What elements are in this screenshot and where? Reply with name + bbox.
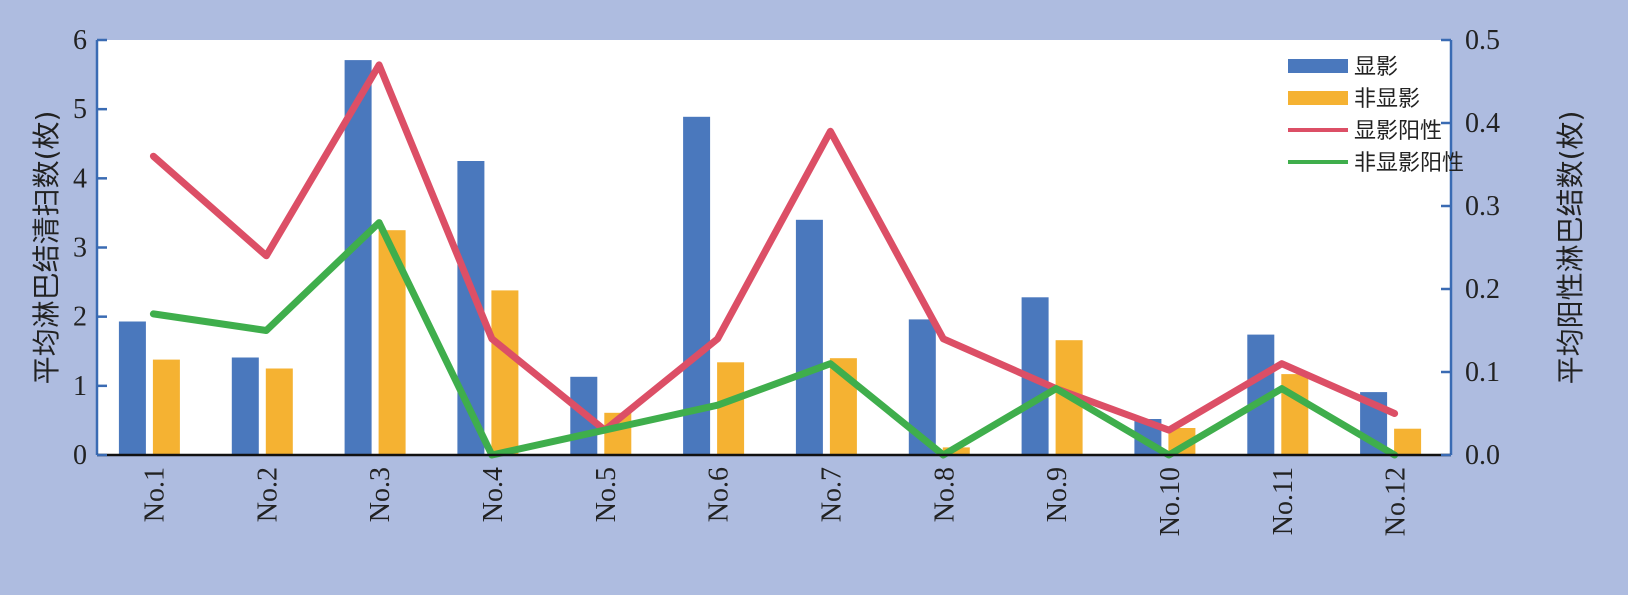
x-tick-label-No.8: No.8 (929, 467, 960, 522)
x-tick-label-No.11: No.11 (1268, 467, 1299, 535)
bar-1-No.11 (1281, 374, 1309, 455)
line-point-1-No.1 (152, 313, 154, 315)
bar-0-No.7 (795, 219, 823, 455)
bar-1-No.1 (152, 359, 180, 455)
line-point-1-No.6 (717, 404, 719, 406)
legend-label-1: 非显影 (1354, 87, 1420, 112)
bar-0-No.2 (231, 357, 259, 455)
left-tick-label: 4 (73, 163, 87, 194)
legend-swatch-0 (1288, 59, 1348, 73)
left-tick-label: 3 (73, 233, 87, 264)
left-tick-label: 1 (73, 371, 87, 402)
left-tick-label: 0 (73, 440, 87, 471)
legend-label-3: 非显影阳性 (1354, 151, 1464, 176)
x-tick-label-No.5: No.5 (591, 467, 622, 522)
right-tick-label: 0.3 (1465, 191, 1500, 222)
right-tick-label: 0.1 (1465, 357, 1500, 388)
x-tick-label-No.1: No.1 (139, 467, 170, 522)
x-tick-label-No.2: No.2 (252, 467, 283, 522)
legend-label-0: 显影 (1354, 55, 1398, 80)
line-point-1-No.11 (1281, 388, 1283, 390)
line-point-0-No.12 (1394, 413, 1396, 414)
x-tick-label-No.10: No.10 (1155, 467, 1186, 536)
left-tick-label: 2 (73, 302, 87, 333)
legend-swatch-1 (1288, 91, 1348, 105)
bar-1-No.4 (491, 290, 519, 455)
y-axis-title-left: 平均淋巴结清扫数(枚) (30, 111, 63, 385)
right-tick-label: 0.5 (1465, 25, 1500, 56)
line-point-0-No.11 (1281, 363, 1283, 365)
line-point-0-No.2 (265, 255, 267, 257)
x-tick-label-No.9: No.9 (1042, 467, 1073, 522)
line-point-1-No.2 (265, 330, 267, 331)
right-tick-label: 0.0 (1465, 440, 1500, 471)
line-point-1-No.9 (1055, 388, 1057, 390)
left-tick-label: 5 (73, 94, 87, 125)
line-point-0-No.1 (152, 155, 154, 157)
line-point-0-No.10 (1168, 429, 1170, 431)
x-tick-label-No.7: No.7 (816, 467, 847, 522)
line-series-0 (149, 61, 1399, 434)
axes-layer: 0 1 2 3 4 5 6 0.0 0.1 0.2 0.3 0.4 0.5 No.1 No.2 No.3 No.… (30, 25, 1587, 536)
bar-0-No.3 (344, 60, 372, 455)
x-tick-label-No.3: No.3 (365, 467, 396, 522)
line-point-0-No.7 (829, 130, 831, 132)
line-point-0-No.8 (942, 338, 944, 340)
x-tick-label-No.6: No.6 (704, 467, 735, 522)
line-layer (149, 61, 1399, 459)
line-point-0-No.6 (717, 338, 719, 340)
x-tick-label-No.4: No.4 (478, 467, 509, 522)
bar-0-No.1 (118, 321, 146, 455)
line-point-0-No.4 (491, 338, 493, 340)
legend-label-2: 显影阳性 (1354, 119, 1442, 144)
line-point-1-No.3 (378, 222, 380, 224)
line-point-0-No.3 (378, 64, 380, 66)
y-axis-title-right: 平均阳性淋巴结数(枚) (1554, 111, 1587, 385)
x-tick-label-No.12: No.12 (1381, 467, 1412, 536)
line-series-1 (149, 219, 1399, 459)
right-tick-label: 0.4 (1465, 108, 1500, 139)
line-point-1-No.5 (604, 429, 606, 431)
bar-1-No.12 (1394, 428, 1422, 455)
right-tick-label: 0.2 (1465, 274, 1500, 305)
bar-1-No.2 (265, 368, 293, 455)
line-point-1-No.7 (829, 363, 831, 365)
bar-1-No.6 (717, 362, 745, 455)
bar-0-No.6 (683, 116, 711, 456)
left-tick-label: 6 (73, 25, 87, 56)
